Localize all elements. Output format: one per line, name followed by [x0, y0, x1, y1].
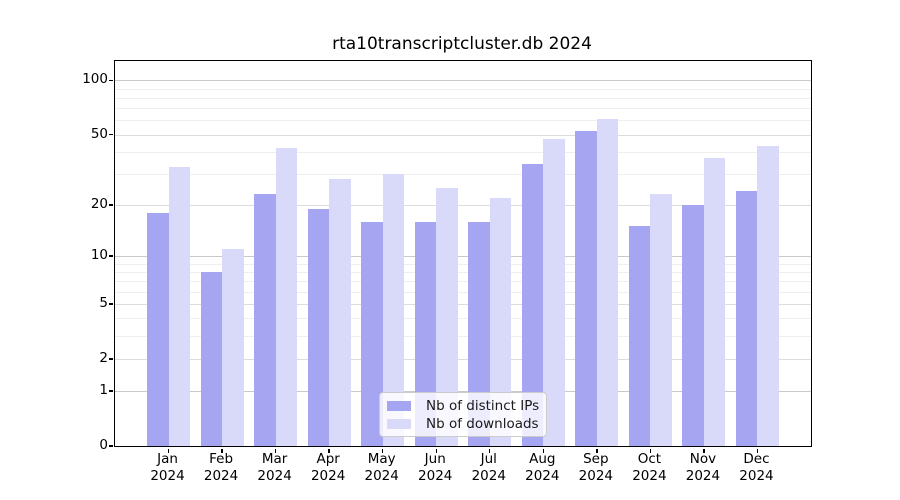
x-axis-tick	[167, 448, 170, 453]
x-axis-month-label: Sep 2024	[578, 451, 614, 484]
gridline-major	[115, 358, 811, 360]
y-axis-tick	[108, 133, 113, 136]
legend-swatch-downloads	[387, 419, 411, 429]
x-axis-month-label: Jun 2024	[418, 451, 453, 484]
bar-distinct-ips	[468, 221, 490, 446]
y-axis-tick-label: 2	[99, 349, 108, 366]
bar-downloads	[329, 179, 351, 446]
legend: Nb of distinct IPs Nb of downloads	[379, 392, 547, 437]
gridline-minor	[115, 97, 811, 99]
bar-downloads	[596, 119, 619, 446]
y-axis-tick	[108, 390, 113, 392]
bar-downloads	[222, 249, 244, 446]
bar-downloads	[543, 139, 565, 446]
y-axis-tick	[108, 303, 113, 305]
gridline-major	[115, 80, 811, 82]
y-axis-tick	[108, 358, 113, 360]
x-axis-tick	[649, 448, 652, 453]
gridline-minor	[115, 263, 811, 265]
gridline-minor	[115, 291, 811, 293]
gridline-minor	[115, 281, 811, 283]
gridline-minor	[115, 336, 811, 338]
bar-downloads	[382, 173, 405, 446]
bar-downloads	[436, 187, 458, 446]
chart-title: rta10transcriptcluster.db 2024	[332, 34, 592, 54]
x-axis-tick	[274, 448, 277, 453]
gridline-major	[115, 304, 811, 306]
x-axis-tick	[381, 448, 384, 453]
x-axis-month-label: Feb 2024	[203, 451, 239, 484]
bar-distinct-ips	[147, 212, 169, 446]
bar-distinct-ips	[200, 271, 223, 446]
bar-downloads	[275, 148, 298, 446]
y-axis-tick-label: 1	[99, 382, 108, 399]
x-axis-month-label: May 2024	[364, 451, 399, 484]
gridline-major	[115, 134, 811, 136]
gridline-minor	[115, 271, 811, 273]
y-axis-tick-label: 50	[90, 125, 108, 142]
legend-item-downloads: Nb of downloads	[387, 416, 539, 432]
legend-item-distinct-ips: Nb of distinct IPs	[387, 398, 540, 414]
bar-distinct-ips	[254, 194, 276, 446]
bar-distinct-ips	[521, 164, 544, 446]
gridline-minor	[115, 120, 811, 122]
gridline-minor	[115, 318, 811, 320]
x-axis-month-label: Jul 2024	[471, 451, 506, 484]
y-axis-tick	[108, 79, 113, 82]
x-axis-month-label: Aug 2024	[525, 451, 560, 484]
y-axis-tick-label: 100	[82, 71, 108, 88]
y-axis-tick	[108, 255, 113, 257]
bar-downloads	[489, 197, 512, 446]
y-axis-tick-label: 20	[90, 195, 108, 212]
bar-downloads	[757, 146, 779, 446]
x-axis-month-label: Nov 2024	[685, 451, 721, 484]
x-axis-tick	[596, 448, 598, 453]
x-axis-tick	[756, 448, 759, 453]
y-axis-tick	[108, 445, 113, 447]
plot-area	[108, 60, 812, 453]
gridline-major	[115, 391, 811, 393]
x-axis-month-label: Jan 2024	[150, 451, 185, 484]
x-axis-month-label: Oct 2024	[632, 451, 667, 484]
y-axis-tick-label: 0	[99, 437, 108, 453]
bar-distinct-ips	[628, 226, 651, 446]
x-axis-tick	[435, 448, 437, 453]
x-axis-month-label: Mar 2024	[257, 451, 292, 484]
bar-downloads	[168, 166, 191, 446]
x-axis-tick	[489, 448, 491, 453]
bar-downloads	[703, 157, 726, 446]
bar-downloads	[650, 194, 672, 446]
legend-label-downloads: Nb of downloads	[426, 416, 539, 432]
x-axis-month-label: Apr 2024	[310, 451, 346, 484]
bar-distinct-ips	[735, 191, 758, 446]
gridline-major	[115, 204, 811, 206]
x-axis-tick	[542, 448, 544, 453]
bar-distinct-ips	[361, 221, 383, 446]
legend-swatch-distinct-ips	[387, 401, 411, 411]
gridline-minor	[115, 88, 811, 90]
y-axis-tick-label: 5	[99, 295, 108, 312]
x-axis-month-label: Dec 2024	[739, 451, 774, 484]
x-axis-tick	[221, 448, 223, 453]
x-axis-tick	[703, 448, 705, 453]
bar-distinct-ips	[575, 131, 597, 446]
gridline-minor	[115, 151, 811, 153]
bar-distinct-ips	[682, 204, 704, 446]
legend-label-distinct-ips: Nb of distinct IPs	[426, 398, 540, 414]
gridline-minor	[115, 108, 811, 110]
gridline-major	[115, 256, 811, 258]
y-axis-tick-label: 10	[90, 247, 108, 264]
gridline-minor	[115, 173, 811, 175]
bar-distinct-ips	[307, 208, 330, 446]
bar-distinct-ips	[414, 221, 437, 446]
y-axis-tick	[108, 204, 113, 206]
x-axis-tick	[328, 448, 330, 453]
